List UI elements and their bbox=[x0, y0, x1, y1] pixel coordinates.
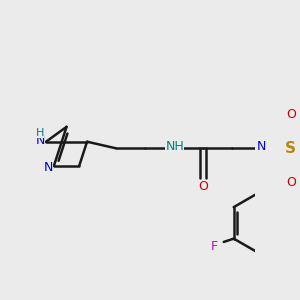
Text: O: O bbox=[286, 108, 296, 121]
Text: N: N bbox=[256, 140, 266, 153]
Text: F: F bbox=[210, 240, 218, 254]
Text: NH: NH bbox=[166, 140, 184, 153]
Text: N: N bbox=[44, 161, 53, 174]
Text: O: O bbox=[198, 180, 208, 193]
Text: H: H bbox=[36, 128, 44, 138]
Text: N: N bbox=[36, 134, 45, 146]
Text: O: O bbox=[286, 176, 296, 189]
Text: S: S bbox=[285, 141, 296, 156]
